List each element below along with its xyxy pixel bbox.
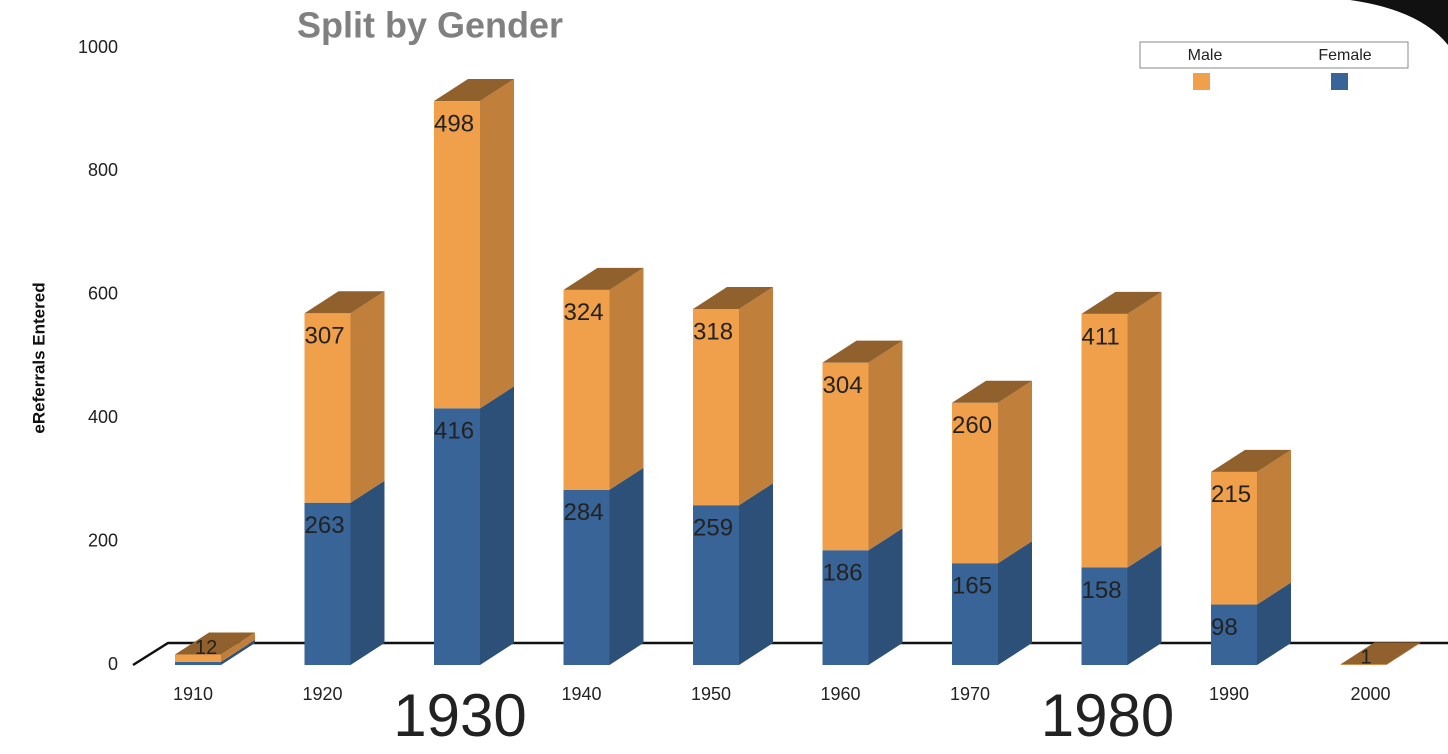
bar-front <box>1211 471 1257 605</box>
value-label: 215 <box>1211 481 1251 508</box>
bar-side <box>998 380 1032 564</box>
bar-front <box>175 661 221 665</box>
x-tick-label: 1980 <box>1041 682 1174 749</box>
y-tick-label: 800 <box>88 160 118 180</box>
value-label: 186 <box>823 560 863 587</box>
bar-top <box>434 79 514 102</box>
bar-side <box>1257 582 1291 665</box>
value-label: 318 <box>693 318 733 345</box>
bar-side <box>350 291 385 503</box>
bar-side <box>998 541 1032 665</box>
bar-top <box>563 267 644 290</box>
bar-top <box>304 291 385 314</box>
x-tick-label: 1930 <box>393 682 526 749</box>
value-label: 411 <box>1082 323 1120 350</box>
bar-front <box>1081 567 1128 665</box>
bar-front <box>304 502 351 665</box>
y-tick-label: 0 <box>108 654 118 674</box>
bar-side <box>350 480 385 665</box>
value-label: 416 <box>434 418 474 445</box>
legend-label: Male <box>1188 47 1223 64</box>
bar-side <box>609 467 644 665</box>
legend-label: Female <box>1318 47 1371 64</box>
y-tick-label: 1000 <box>78 37 118 57</box>
bar-side <box>480 386 514 665</box>
bar-front <box>822 550 869 665</box>
bar-side <box>221 632 255 662</box>
bar-side <box>868 528 903 665</box>
y-tick-label: 400 <box>88 407 118 427</box>
value-label: 263 <box>305 512 345 539</box>
bar-top <box>822 340 903 363</box>
bar-front <box>952 563 998 665</box>
bar-front <box>693 505 739 665</box>
bar-front <box>563 489 610 665</box>
bar-side <box>739 286 773 506</box>
bar-front <box>434 101 480 409</box>
bar-front <box>822 362 869 551</box>
value-label: 307 <box>305 323 345 350</box>
bar-top <box>1340 642 1421 665</box>
bar-front <box>1081 313 1128 568</box>
x-tick-label: 2000 <box>1350 684 1390 704</box>
bar-front <box>434 408 480 665</box>
value-label: 158 <box>1082 577 1122 604</box>
bar-front <box>175 654 221 662</box>
bar-front <box>952 402 998 564</box>
y-tick-label: 600 <box>88 284 118 304</box>
value-label: 260 <box>952 412 992 439</box>
value-label: 98 <box>1211 614 1238 641</box>
bar-side <box>1386 642 1421 665</box>
corner-shape <box>1350 0 1448 45</box>
legend-swatch <box>1331 73 1348 90</box>
chart-title: Split by Gender <box>297 5 563 46</box>
bar-side <box>868 340 903 551</box>
legend-box <box>1139 41 1409 69</box>
bar-side <box>1127 291 1162 568</box>
bar-side <box>1127 545 1162 665</box>
value-label: 165 <box>952 573 992 600</box>
bar-side <box>480 79 514 409</box>
bar-top <box>693 286 773 309</box>
x-tick-label: 1910 <box>173 684 213 704</box>
bar-side <box>609 267 644 490</box>
bar-front <box>693 308 739 506</box>
bar-side <box>1257 449 1291 605</box>
x-tick-label: 1920 <box>302 684 342 704</box>
legend-swatch <box>1193 73 1210 90</box>
bar-front <box>304 313 351 503</box>
y-tick-label: 200 <box>88 530 118 550</box>
value-label: 498 <box>434 110 474 137</box>
bar-front <box>563 289 610 490</box>
y-axis-title: eReferrals Entered <box>29 282 48 433</box>
x-tick-label: 1940 <box>561 684 601 704</box>
value-label: 259 <box>693 515 733 542</box>
bar-top <box>1081 291 1162 314</box>
value-label: 12 <box>195 637 217 659</box>
value-label: 304 <box>823 372 863 399</box>
bar-front <box>1340 664 1387 665</box>
x-tick-label: 1990 <box>1209 684 1249 704</box>
value-label: 284 <box>564 499 604 526</box>
bar-front <box>1211 604 1257 665</box>
value-label: 324 <box>564 299 604 326</box>
value-label: 1 <box>1361 647 1372 669</box>
bar-side <box>221 639 255 665</box>
bar-top <box>1211 449 1291 472</box>
bar-top <box>175 632 255 655</box>
bar-side <box>739 483 773 665</box>
x-tick-label: 1960 <box>820 684 860 704</box>
x-tick-label: 1970 <box>950 684 990 704</box>
bar-top <box>952 380 1032 403</box>
x-tick-label: 1950 <box>691 684 731 704</box>
